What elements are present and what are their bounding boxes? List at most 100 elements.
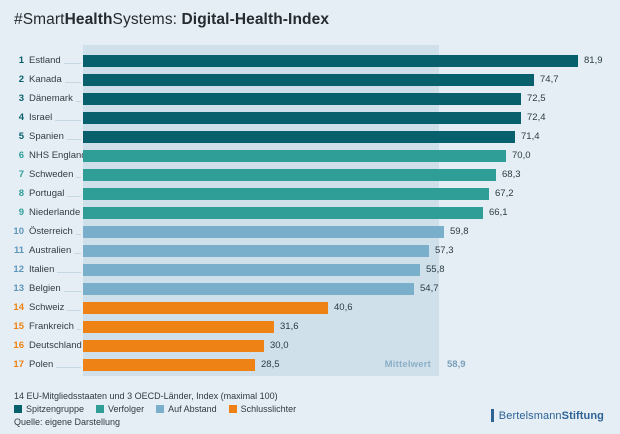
legend-label: Schlusslichter [240, 404, 297, 414]
country-label: Australien [29, 245, 72, 256]
rank-number: 11 [13, 245, 24, 256]
legend-swatch-verfolger [96, 405, 105, 413]
logo-text: BertelsmannStiftung [499, 410, 604, 422]
country-label-wrap: Dänemark [29, 93, 81, 105]
country-label-wrap: Schweiz [29, 302, 81, 314]
value-bar [83, 283, 414, 295]
value-bar [83, 264, 420, 276]
value-bar [83, 93, 521, 105]
rank-number: 10 [13, 226, 24, 237]
value-label: 72,4 [527, 112, 546, 123]
country-label: Belgien [29, 283, 61, 294]
country-label-wrap: NHS England [29, 150, 87, 162]
value-label: 67,2 [495, 188, 514, 199]
country-label: Portugal [29, 188, 65, 199]
value-bar [83, 188, 489, 200]
rank-number: 3 [18, 93, 24, 104]
value-label: 70,0 [512, 150, 531, 161]
value-bar [83, 112, 521, 124]
title-part-4: Digital-Health-Index [181, 11, 330, 28]
country-label: Italien [29, 264, 55, 275]
value-label: 59,8 [450, 226, 469, 237]
value-label: 54,7 [420, 283, 439, 294]
country-label: NHS England [29, 150, 87, 161]
leader-line [55, 120, 81, 121]
leader-line [57, 272, 81, 273]
leader-line [75, 101, 81, 102]
country-label-wrap: Frankreich [29, 321, 81, 333]
legend-label: Verfolger [108, 404, 145, 414]
country-label: Dänemark [29, 93, 73, 104]
country-label-wrap: Deutschland [29, 340, 82, 352]
page-title: #SmartHealthSystems: Digital-Health-Inde… [14, 11, 329, 29]
country-label: Polen [29, 359, 54, 370]
value-label: 71,4 [521, 131, 540, 142]
value-label: 40,6 [334, 302, 353, 313]
country-label: Kanada [29, 74, 62, 85]
logo-prefix: Bertelsmann [498, 409, 562, 422]
country-label-wrap: Australien [29, 245, 81, 257]
leader-line [63, 63, 81, 64]
rank-number: 6 [18, 150, 24, 161]
leader-line [74, 253, 81, 254]
value-label: 57,3 [435, 245, 454, 256]
country-label: Schweden [29, 169, 74, 180]
rank-number: 8 [18, 188, 24, 199]
rank-number: 5 [18, 131, 24, 142]
country-label-wrap: Polen [29, 359, 81, 371]
value-bar [83, 302, 328, 314]
country-label-wrap: Österreich [29, 226, 81, 238]
value-label: 31,6 [280, 321, 299, 332]
value-label: 74,7 [540, 74, 559, 85]
rank-number: 7 [18, 169, 24, 180]
value-bar [83, 131, 515, 143]
country-label-wrap: Kanada [29, 74, 81, 86]
country-label-wrap: Portugal [29, 188, 81, 200]
leader-line [63, 291, 81, 292]
rank-number: 12 [13, 264, 24, 275]
rank-number: 13 [13, 283, 24, 294]
value-label: 72,5 [527, 93, 546, 104]
rank-number: 16 [13, 340, 24, 351]
country-label: Deutschland [29, 340, 82, 351]
value-bar [83, 359, 255, 371]
value-bar [83, 169, 496, 181]
mean-value: 58,9 [447, 359, 466, 370]
country-label-wrap: Estland [29, 55, 81, 67]
rank-number: 1 [18, 55, 24, 66]
value-bar [83, 207, 483, 219]
value-label: 28,5 [261, 359, 280, 370]
legend-label: Auf Abstand [168, 404, 217, 414]
rank-number: 14 [13, 302, 24, 313]
value-bar [83, 150, 506, 162]
leader-line [76, 177, 81, 178]
country-label: Spanien [29, 131, 64, 142]
value-bar [83, 321, 274, 333]
mean-label: Mittelwert [384, 359, 431, 370]
country-label-wrap: Niederlande [29, 207, 81, 219]
rank-number: 2 [18, 74, 24, 85]
legend-item-auf_abstand: Auf Abstand [156, 404, 217, 414]
leader-line [75, 234, 81, 235]
country-label: Niederlande [29, 207, 81, 218]
legend-swatch-schlusslichter [228, 405, 237, 413]
rank-number: 15 [13, 321, 24, 332]
rank-number: 4 [18, 112, 24, 123]
leader-line [67, 196, 81, 197]
country-label: Österreich [29, 226, 73, 237]
brand-logo: BertelsmannStiftung [491, 409, 604, 422]
legend-item-spitzengruppe: Spitzengruppe [14, 404, 84, 414]
country-label-wrap: Schweden [29, 169, 81, 181]
value-bar [83, 55, 578, 67]
value-bar [83, 245, 429, 257]
value-label: 81,9 [584, 55, 603, 66]
value-label: 68,3 [502, 169, 521, 180]
value-bar [83, 226, 444, 238]
title-part-2: Health [64, 11, 113, 28]
rank-number: 9 [18, 207, 24, 218]
country-label-wrap: Spanien [29, 131, 81, 143]
title-part-1: #Smart [14, 11, 65, 28]
country-label: Estland [29, 55, 61, 66]
value-label: 55,8 [426, 264, 445, 275]
